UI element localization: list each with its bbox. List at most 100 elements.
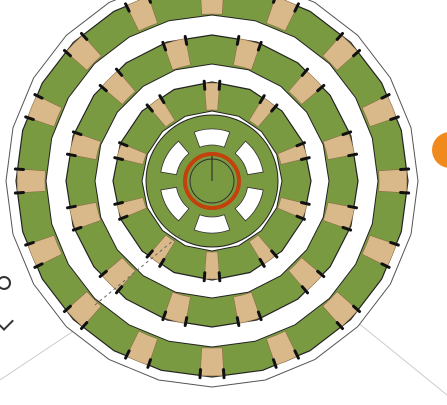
connector-tick bbox=[316, 84, 326, 93]
ring-pad bbox=[266, 0, 298, 32]
ring-pad bbox=[277, 143, 308, 165]
ring-pad bbox=[322, 202, 355, 230]
connector-tick bbox=[145, 103, 154, 113]
connector-tick bbox=[113, 156, 124, 161]
connector-tick bbox=[145, 249, 154, 259]
connector-tick bbox=[202, 271, 207, 283]
connector-tick bbox=[66, 152, 77, 158]
ring-pad bbox=[288, 70, 323, 105]
ring-pad bbox=[378, 168, 408, 194]
connector-tick bbox=[124, 349, 131, 360]
connector-tick bbox=[256, 40, 263, 52]
connector-tick bbox=[341, 130, 353, 137]
ring-pad bbox=[199, 347, 225, 377]
connector-tick bbox=[380, 93, 391, 100]
connector-tick bbox=[80, 32, 89, 41]
connector-tick bbox=[118, 214, 129, 221]
connector-tick bbox=[118, 141, 129, 148]
connector-tick bbox=[98, 269, 108, 278]
connector-tick bbox=[63, 49, 72, 58]
connector-tick bbox=[389, 241, 400, 247]
connector-tick bbox=[71, 130, 83, 137]
ring-pad bbox=[203, 82, 221, 111]
connector-tick bbox=[217, 271, 222, 283]
ring-pad bbox=[116, 143, 147, 165]
connector-tick bbox=[183, 316, 189, 327]
connector-tick bbox=[98, 84, 108, 93]
connector-tick bbox=[113, 201, 124, 206]
connector-tick bbox=[256, 310, 263, 322]
connector-tick bbox=[341, 225, 353, 232]
connector-tick bbox=[24, 115, 35, 121]
connector-tick bbox=[347, 152, 358, 158]
connector-tick bbox=[63, 304, 72, 313]
connector-tick bbox=[300, 67, 309, 77]
ring-pad bbox=[361, 95, 397, 127]
connector-tick bbox=[115, 285, 124, 295]
connector-tick bbox=[71, 225, 83, 232]
connector-tick bbox=[300, 201, 311, 206]
ring-pad bbox=[277, 197, 308, 219]
connector-tick bbox=[24, 241, 35, 247]
ring-pad bbox=[288, 257, 323, 292]
core-slot bbox=[234, 186, 264, 222]
ring-pad bbox=[248, 96, 277, 128]
core-slot bbox=[234, 140, 264, 176]
connector-tick bbox=[380, 262, 391, 269]
connector-tick bbox=[66, 204, 77, 210]
partial-edge-glyph bbox=[0, 276, 11, 290]
ring-pad bbox=[65, 291, 102, 328]
connector-tick bbox=[258, 94, 266, 105]
connector-tick bbox=[258, 257, 266, 268]
connector-tick bbox=[335, 321, 344, 330]
connector-tick bbox=[158, 94, 166, 105]
connector-tick bbox=[183, 35, 189, 46]
connector-tick bbox=[13, 191, 25, 195]
ring-pad bbox=[163, 291, 191, 324]
ring-pad bbox=[163, 38, 191, 71]
connector-tick bbox=[352, 304, 361, 313]
connector-tick bbox=[270, 103, 279, 113]
ring-pad bbox=[147, 96, 176, 128]
connector-tick bbox=[300, 156, 311, 161]
connector-tick bbox=[33, 262, 44, 269]
connector-tick bbox=[115, 67, 124, 77]
connector-tick bbox=[352, 49, 361, 58]
connector-tick bbox=[399, 167, 411, 171]
core-slot bbox=[160, 140, 190, 176]
connector-tick bbox=[235, 35, 241, 46]
ring-pad bbox=[69, 132, 102, 160]
ring-pad bbox=[27, 95, 63, 127]
connector-tick bbox=[33, 93, 44, 100]
connector-tick bbox=[272, 358, 278, 369]
ring-pad bbox=[101, 257, 136, 292]
connector-tick bbox=[161, 310, 168, 322]
ring-pad bbox=[322, 34, 359, 71]
orange-marker-dot bbox=[432, 132, 447, 168]
connector-tick bbox=[300, 285, 309, 295]
ring-pad bbox=[322, 132, 355, 160]
ring-pad bbox=[203, 251, 221, 280]
connector-tick bbox=[316, 269, 326, 278]
connector-tick bbox=[293, 2, 300, 13]
core-slot bbox=[160, 186, 190, 222]
ring-pad bbox=[27, 235, 63, 267]
connector-tick bbox=[80, 321, 89, 330]
ring-pad bbox=[200, 0, 224, 15]
ring-pad bbox=[233, 38, 261, 71]
connector-tick bbox=[13, 167, 25, 171]
connector-tick bbox=[158, 257, 166, 268]
connector-tick bbox=[146, 358, 152, 369]
ring-pad bbox=[266, 330, 298, 366]
connector-tick bbox=[389, 115, 400, 121]
ring-pad bbox=[126, 0, 158, 32]
connector-tick bbox=[335, 32, 344, 41]
ring-pad bbox=[16, 168, 46, 194]
core-slot bbox=[193, 214, 231, 234]
connector-tick bbox=[124, 2, 131, 13]
connector-tick bbox=[293, 349, 300, 360]
ring-pad bbox=[361, 235, 397, 267]
guide-line bbox=[94, 234, 181, 306]
connector-tick bbox=[161, 40, 168, 52]
